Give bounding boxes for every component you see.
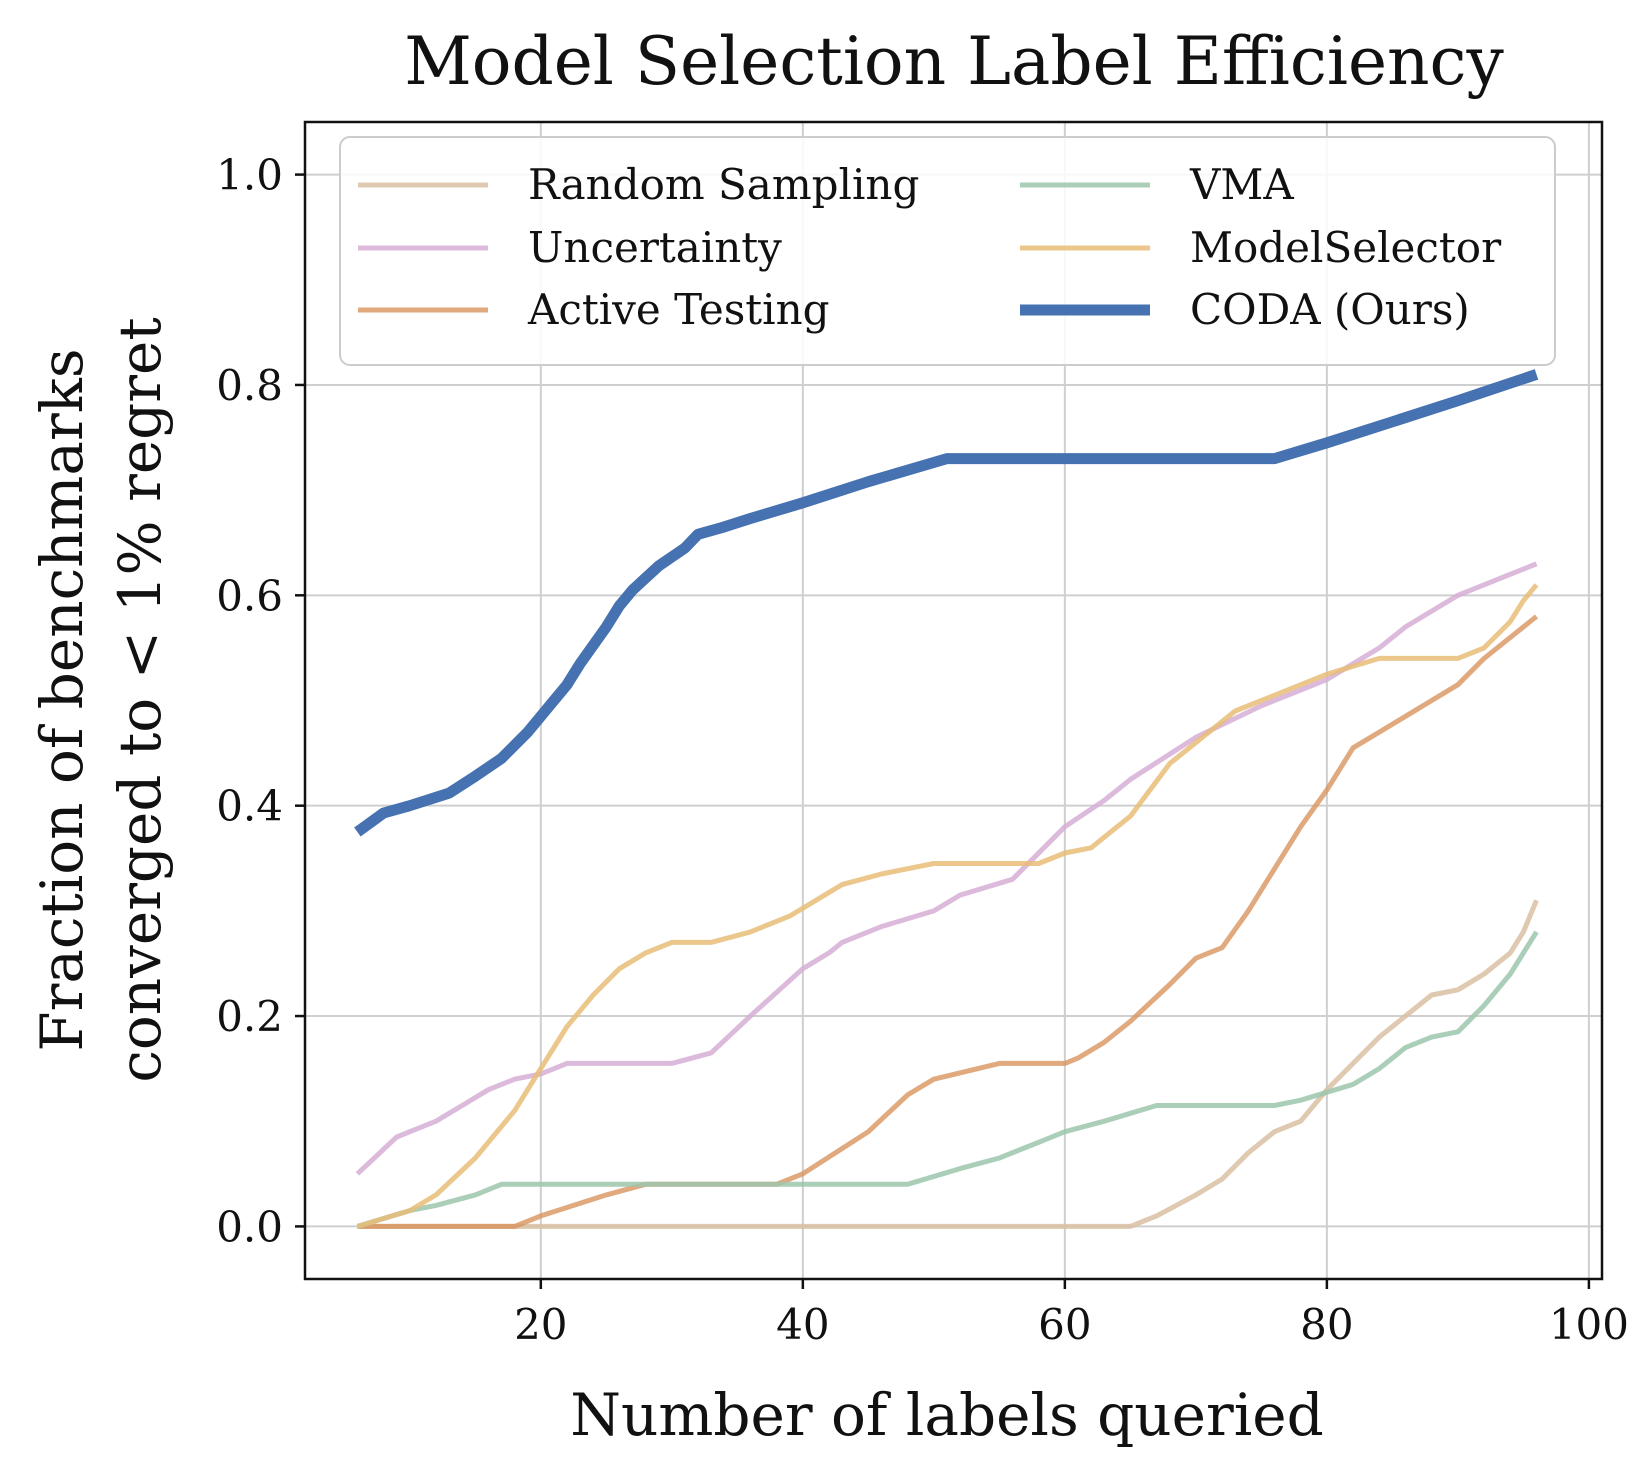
y-tick-label: 0.2 xyxy=(216,992,283,1041)
y-axis-label-line1: Fraction of benchmarks xyxy=(28,348,96,1051)
series-line-random-sampling xyxy=(357,899,1539,1229)
x-tick-label: 20 xyxy=(514,1300,567,1349)
y-tick-label: 1.0 xyxy=(216,151,283,200)
y-tick-label: 0.0 xyxy=(216,1202,283,1251)
axis-ticks: 20 40 60 80 100 0.0 0.2 0.4 0.6 0.8 1.0 xyxy=(216,151,1629,1349)
y-axis-label-line2: converged to < 1% regret xyxy=(106,317,174,1082)
y-tick-label: 0.4 xyxy=(216,782,283,831)
series-line-active-testing xyxy=(357,614,1539,1229)
legend-label-active-testing: Active Testing xyxy=(527,285,830,334)
series-line-vma xyxy=(356,930,1539,1229)
plot-frame xyxy=(303,120,1604,1281)
legend-label-uncertainty: Uncertainty xyxy=(528,223,782,272)
chart-title: Model Selection Label Efficiency xyxy=(404,23,1504,100)
x-axis-label: Number of labels queried xyxy=(570,1381,1323,1449)
series-line-coda-ours xyxy=(354,369,1539,837)
series-layer xyxy=(354,369,1539,1229)
legend-label-random-sampling: Random Sampling xyxy=(528,160,919,209)
x-tick-label: 80 xyxy=(1300,1300,1353,1349)
y-tick-label: 0.6 xyxy=(216,571,283,620)
legend-label-vma: VMA xyxy=(1189,160,1294,209)
x-tick-label: 100 xyxy=(1549,1300,1629,1349)
y-tick-label: 0.8 xyxy=(216,361,283,410)
series-line-uncertainty xyxy=(355,561,1538,1176)
x-tick-label: 40 xyxy=(776,1300,829,1349)
legend-box xyxy=(339,136,1556,366)
legend-label-modelselector: ModelSelector xyxy=(1190,223,1502,272)
series-line-modelselector xyxy=(356,583,1539,1229)
legend: Random Sampling Uncertainty Active Testing… xyxy=(339,136,1556,366)
x-tick-label: 60 xyxy=(1038,1300,1091,1349)
legend-label-coda-ours: CODA (Ours) xyxy=(1190,285,1470,334)
